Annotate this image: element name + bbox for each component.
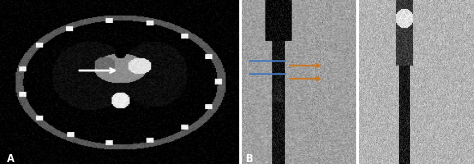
Text: B: B [246,154,253,164]
Text: A: A [7,154,15,164]
